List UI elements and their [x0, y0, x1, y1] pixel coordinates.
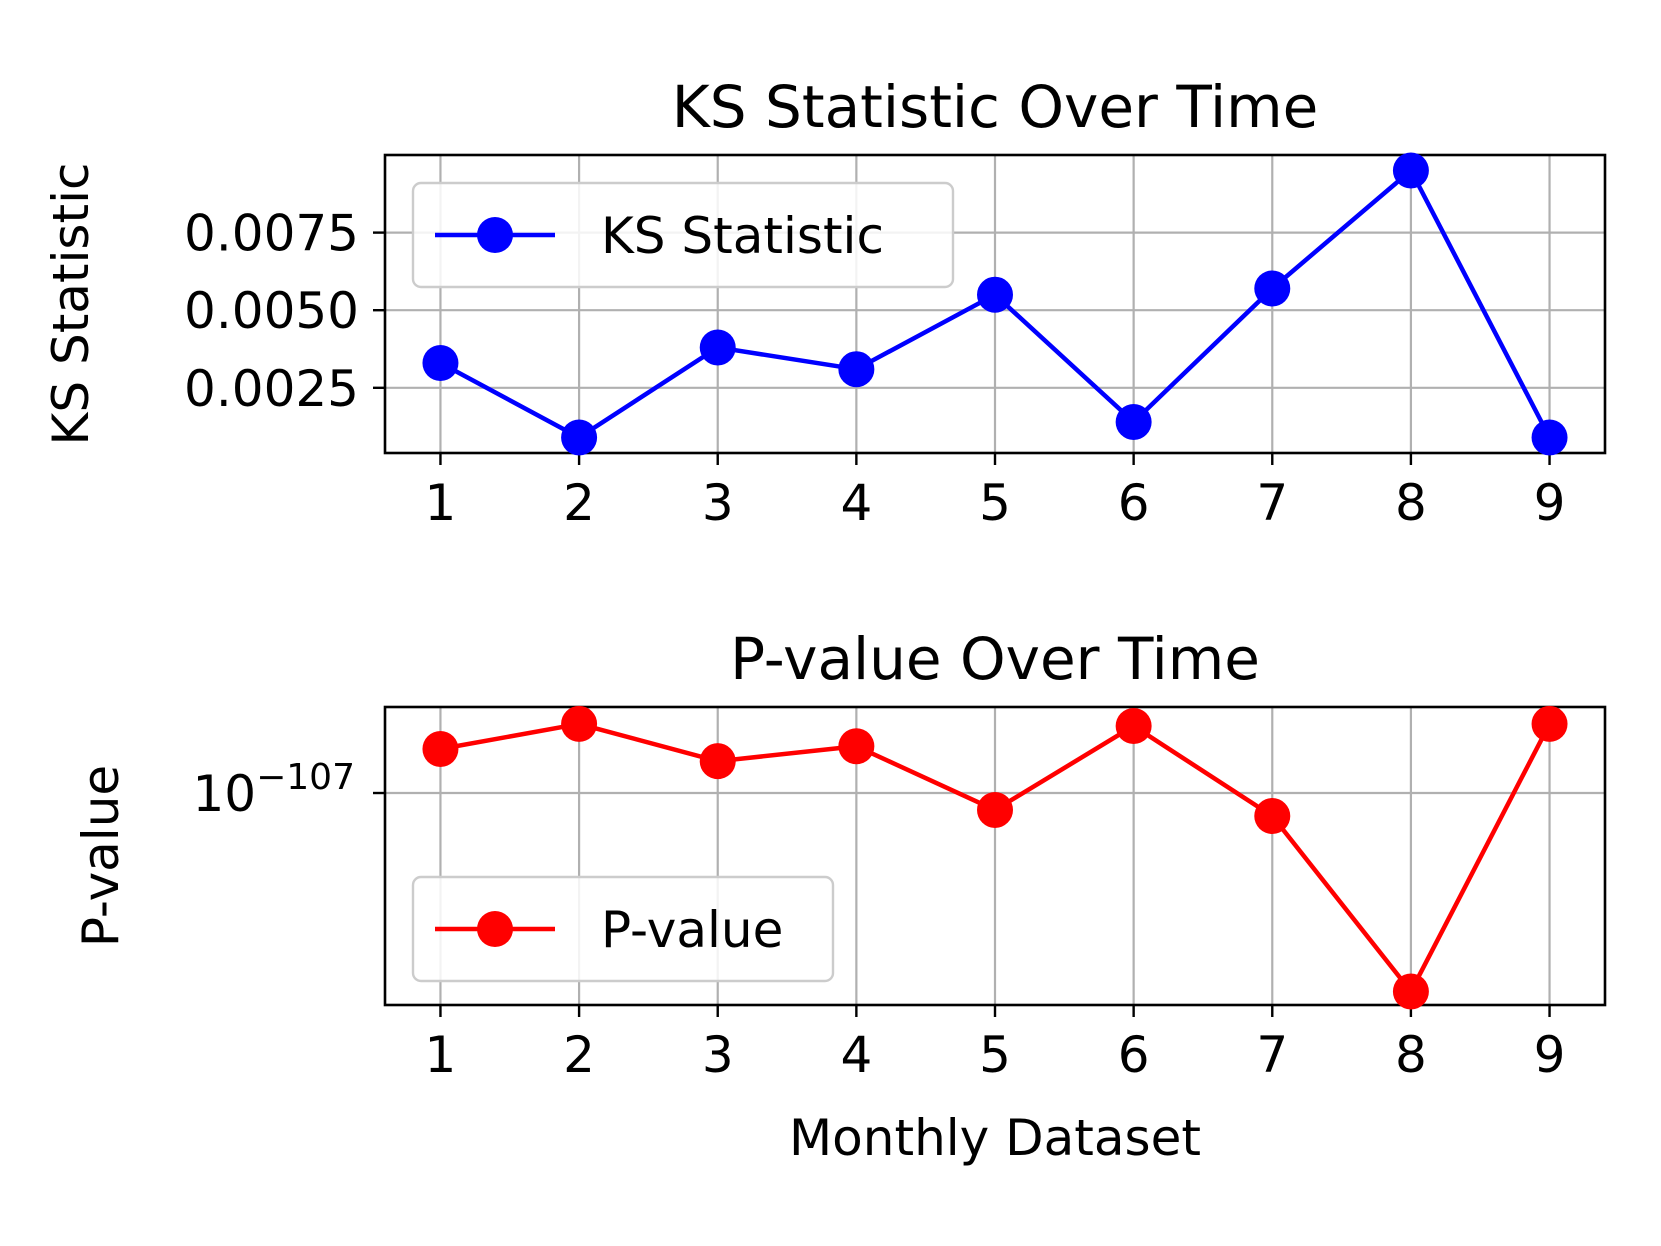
y-tick-label: 0.0050: [184, 282, 359, 340]
data-point: [1115, 403, 1152, 440]
x-tick-label: 6: [1118, 1026, 1150, 1084]
chart-title: P-value Over Time: [730, 625, 1260, 693]
y-axis-label: KS Statistic: [42, 163, 100, 446]
legend-marker: [477, 911, 513, 947]
legend-box: [411, 875, 835, 983]
x-tick-label: 3: [702, 474, 734, 532]
y-axis-label: P-value: [72, 765, 130, 947]
legend-box: [411, 181, 955, 289]
data-point: [422, 344, 459, 381]
data-point: [977, 276, 1013, 313]
x-tick-label: 7: [1256, 1026, 1288, 1084]
data-point: [1254, 270, 1291, 307]
x-tick-label: 9: [1534, 474, 1566, 532]
x-tick-label: 8: [1395, 474, 1427, 532]
chart-panel-1: KS Statistic Over Time 1 2 3 4 5 6 7 8 9 0.0025 0.0…: [42, 73, 1607, 532]
legend-label: P-value: [601, 901, 783, 959]
x-tick-label: 9: [1534, 1026, 1566, 1084]
data-point: [422, 730, 459, 767]
legend-label: KS Statistic: [601, 207, 884, 265]
data-point: [1115, 707, 1152, 744]
data-point: [838, 351, 875, 388]
y-tick-label: 10−107: [192, 757, 355, 823]
data-point: [838, 728, 875, 765]
chart-panel-2: P-value Over Time 1 2 3 4 5 6 7 8 9 10−107 P-value M…: [72, 625, 1607, 1167]
data-point: [1531, 419, 1568, 456]
data-point: [561, 419, 598, 456]
data-point: [1531, 705, 1568, 742]
x-tick-label: 2: [563, 474, 595, 532]
y-tick-label-exponent: −107: [256, 757, 355, 798]
x-axis-label: Monthly Dataset: [789, 1109, 1201, 1167]
x-tick-label: 5: [979, 474, 1011, 532]
data-point: [1392, 973, 1429, 1010]
x-tick-label: 1: [425, 1026, 457, 1084]
y-tick-label: 0.0025: [184, 360, 359, 418]
data-point: [561, 705, 598, 742]
x-tick-label: 1: [425, 474, 457, 532]
x-tick-label: 4: [840, 474, 872, 532]
x-tick-label: 7: [1256, 474, 1288, 532]
data-point: [1254, 798, 1291, 835]
x-tick-label: 3: [702, 1026, 734, 1084]
chart-title: KS Statistic Over Time: [672, 73, 1319, 141]
x-tick-label: 6: [1118, 474, 1150, 532]
legend-marker: [477, 217, 513, 253]
y-tick-label: 0.0075: [184, 205, 359, 263]
y-tick-label-base: 10: [192, 765, 256, 823]
data-point: [699, 743, 736, 780]
x-tick-label: 8: [1395, 1026, 1427, 1084]
x-tick-label: 2: [563, 1026, 595, 1084]
x-tick-label: 4: [840, 1026, 872, 1084]
data-point: [1392, 152, 1429, 189]
x-tick-label: 5: [979, 1026, 1011, 1084]
data-point: [699, 329, 736, 366]
data-point: [977, 791, 1013, 828]
